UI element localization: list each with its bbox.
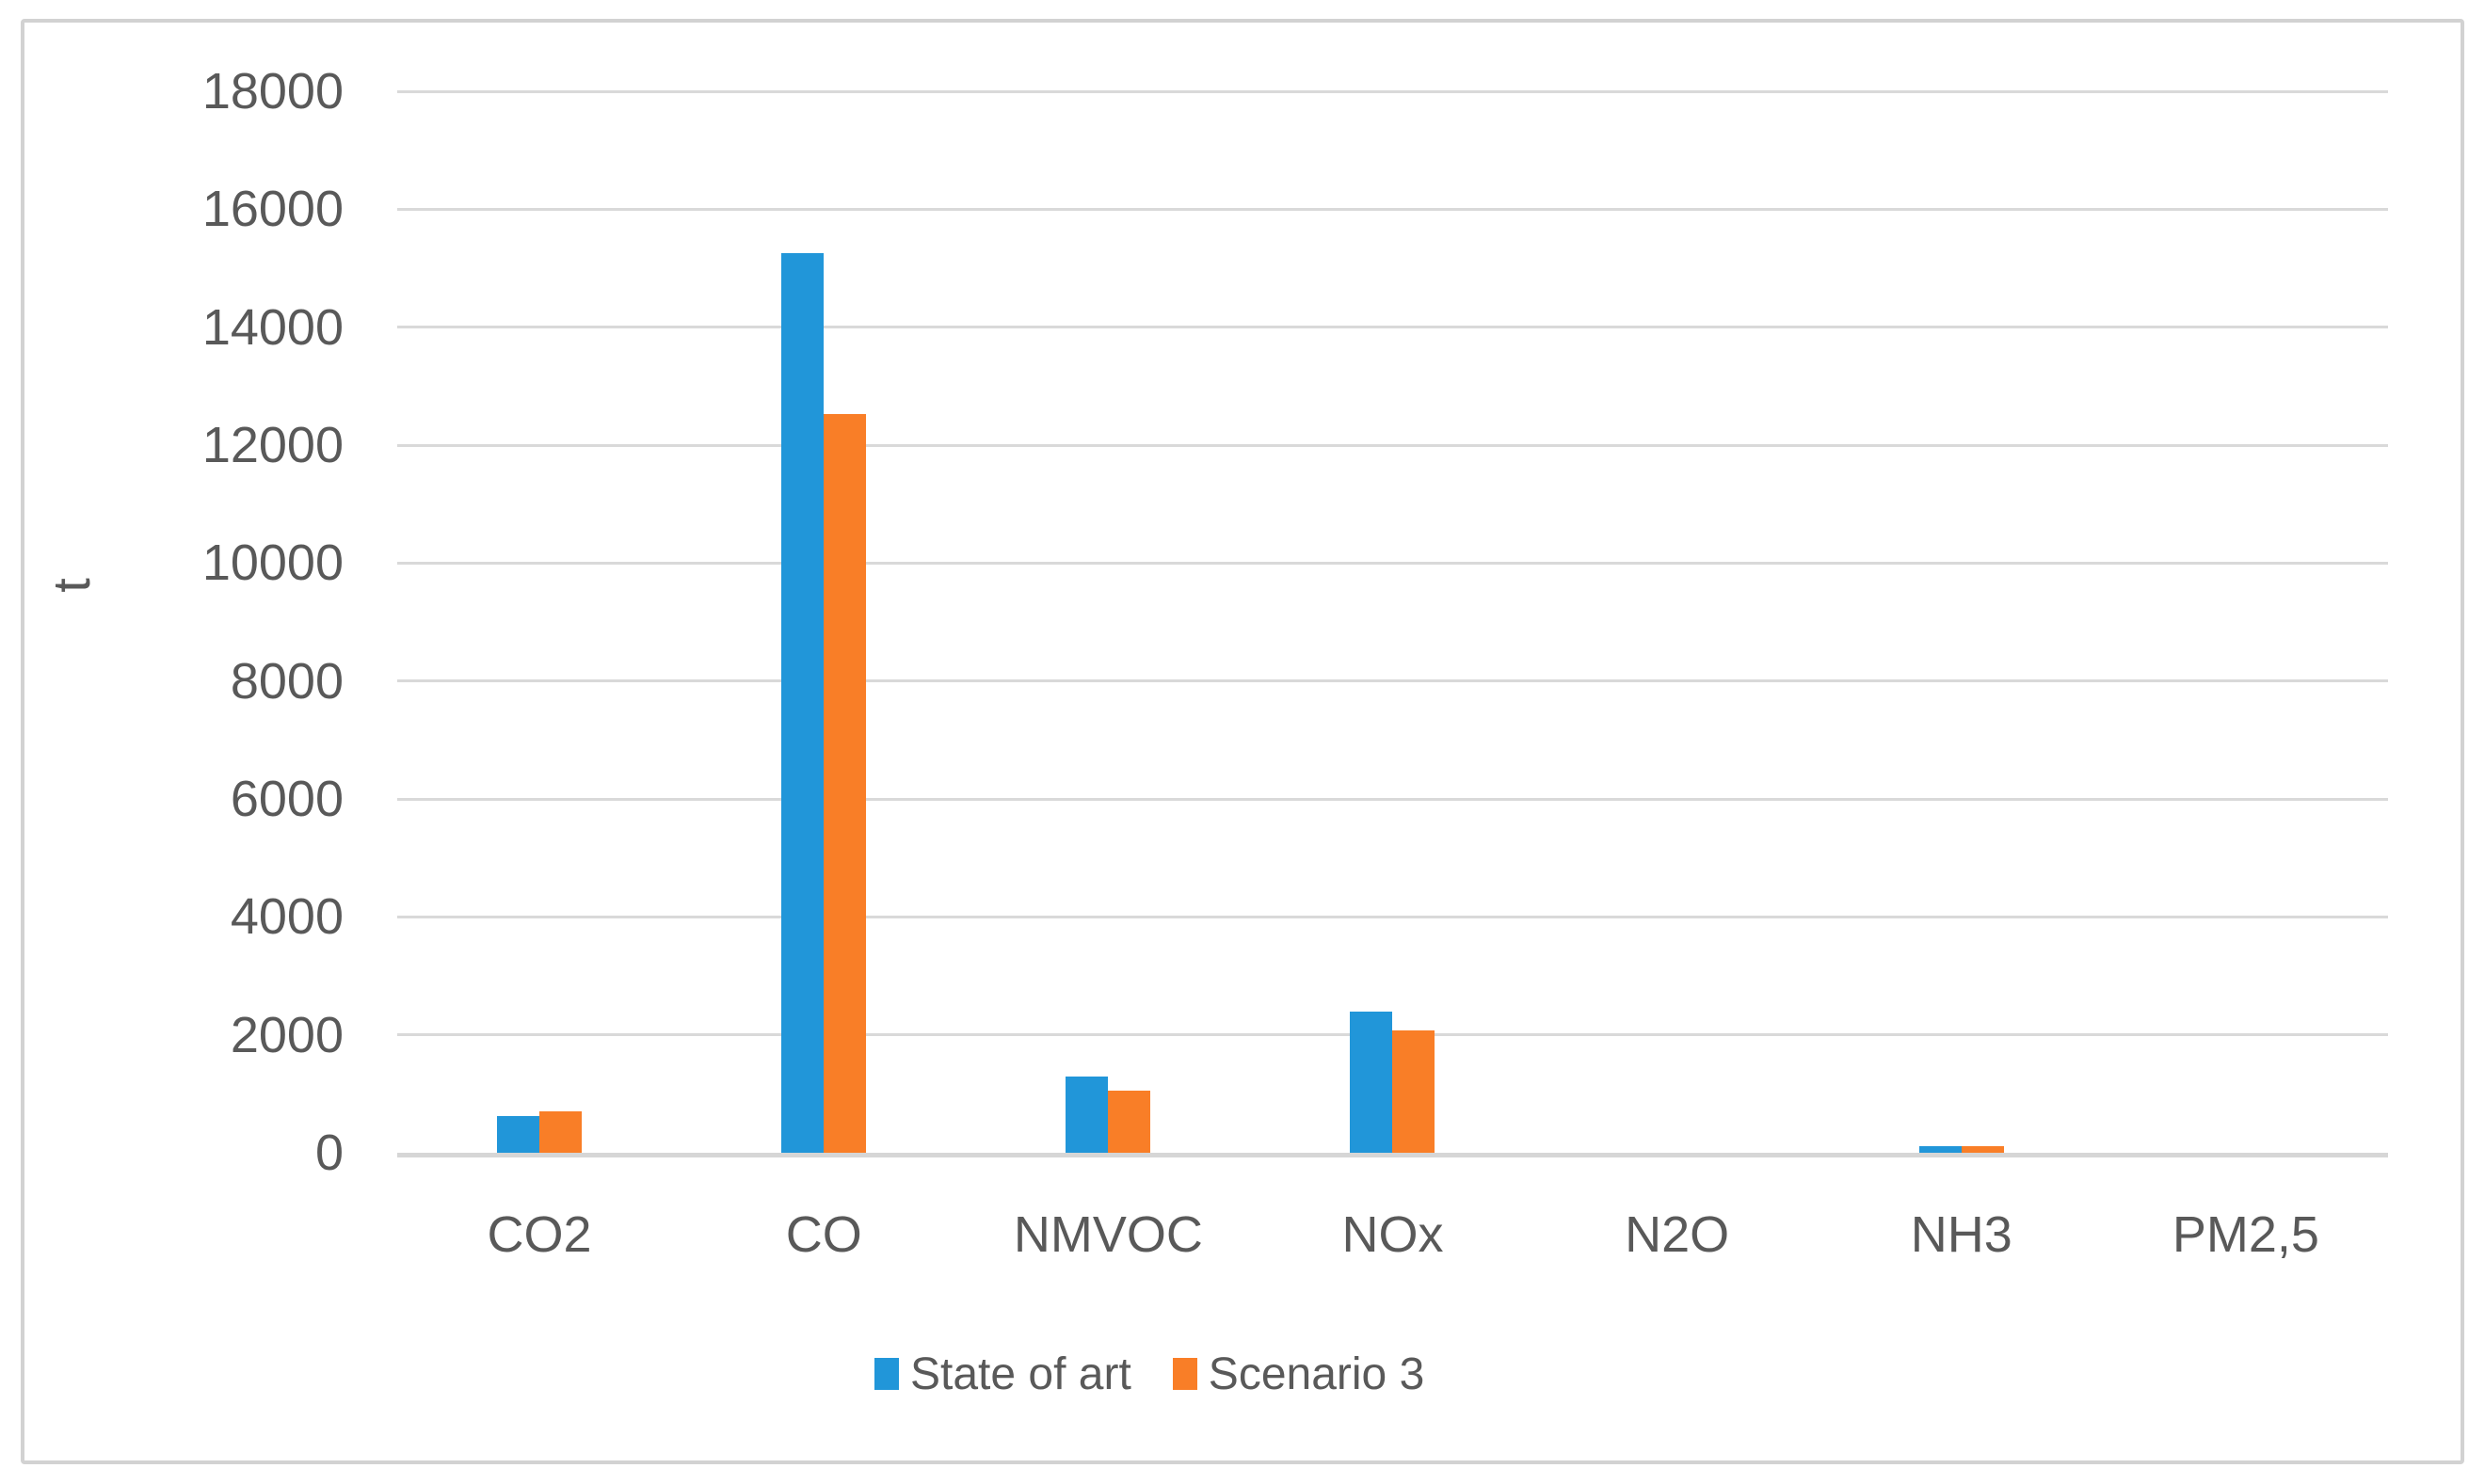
- bar-scenario-3-NOx: [1392, 1029, 1435, 1153]
- gridline-18000: [397, 89, 2388, 93]
- gridline-6000: [397, 797, 2388, 801]
- gridline-10000: [397, 561, 2388, 565]
- gridline-14000: [397, 326, 2388, 329]
- gridline-12000: [397, 443, 2388, 447]
- x-category-label-CO2: CO2: [487, 1206, 592, 1263]
- x-category-label-NMVOC: NMVOC: [1013, 1206, 1203, 1263]
- y-tick-label-6000: 6000: [230, 771, 344, 827]
- bar-scenario-3-CO2: [539, 1111, 583, 1153]
- x-category-label-NH3: NH3: [1910, 1206, 2012, 1263]
- y-tick-label-18000: 18000: [201, 63, 344, 120]
- x-category-label-NOx: NOx: [1341, 1206, 1444, 1263]
- bar-scenario-3-CO: [824, 413, 867, 1153]
- y-tick-label-4000: 4000: [230, 888, 344, 946]
- y-tick-label-0: 0: [314, 1125, 344, 1181]
- bar-state-of-art-NOx: [1350, 1011, 1393, 1153]
- x-category-label-N2O: N2O: [1625, 1206, 1730, 1263]
- y-axis-tick-labels: 0 2000 4000 6000 8000 10000 12000 14000 16000 180…: [24, 63, 344, 1181]
- y-tick-label-8000: 8000: [230, 652, 344, 710]
- legend-label-state-of-art: State of art: [910, 1348, 1131, 1399]
- category-column-N2O: [1535, 91, 1820, 1153]
- y-tick-label-16000: 16000: [201, 181, 344, 238]
- category-column-PM2,5: [2104, 91, 2388, 1153]
- bars-layer: [397, 91, 2388, 1153]
- category-column-NOx: [1250, 91, 1534, 1153]
- category-column-CO2: [397, 91, 681, 1153]
- x-category-label-PM2,5: PM2,5: [2172, 1206, 2319, 1263]
- legend-item-state-of-art: State of art: [874, 1348, 1131, 1400]
- legend-swatch-scenario-3: [1172, 1358, 1197, 1390]
- legend-label-scenario-3: Scenario 3: [1208, 1348, 1425, 1399]
- y-tick-label-14000: 14000: [201, 298, 344, 356]
- bar-state-of-art-CO: [781, 253, 825, 1153]
- y-tick-label-2000: 2000: [230, 1006, 344, 1063]
- legend-swatch-state-of-art: [874, 1358, 899, 1390]
- legend: State of art Scenario 3: [874, 1346, 1424, 1402]
- bar-scenario-3-NMVOC: [1108, 1091, 1151, 1153]
- category-column-CO: [681, 91, 966, 1153]
- plot-area: [397, 89, 2388, 1157]
- category-column-NH3: [1820, 91, 2104, 1153]
- bar-state-of-art-NH3: [1918, 1146, 1962, 1153]
- bar-scenario-3-NH3: [1961, 1146, 2004, 1153]
- x-category-label-CO: CO: [785, 1206, 862, 1263]
- gridline-8000: [397, 679, 2388, 683]
- chart-frame: t 0 2000 4000 6000 8000 10000 12000 14000 16000 1…: [21, 19, 2464, 1464]
- y-tick-label-12000: 12000: [201, 417, 344, 473]
- bar-state-of-art-NMVOC: [1066, 1076, 1109, 1153]
- bar-state-of-art-CO2: [497, 1116, 540, 1153]
- x-axis-labels: CO2 CO NMVOC NOx N2O NH3 PM2,5: [397, 1206, 2388, 1263]
- category-column-NMVOC: [966, 91, 1250, 1153]
- legend-item-scenario-3: Scenario 3: [1172, 1348, 1425, 1400]
- gridline-16000: [397, 207, 2388, 211]
- gridline-4000: [397, 915, 2388, 918]
- y-tick-label-10000: 10000: [201, 535, 344, 592]
